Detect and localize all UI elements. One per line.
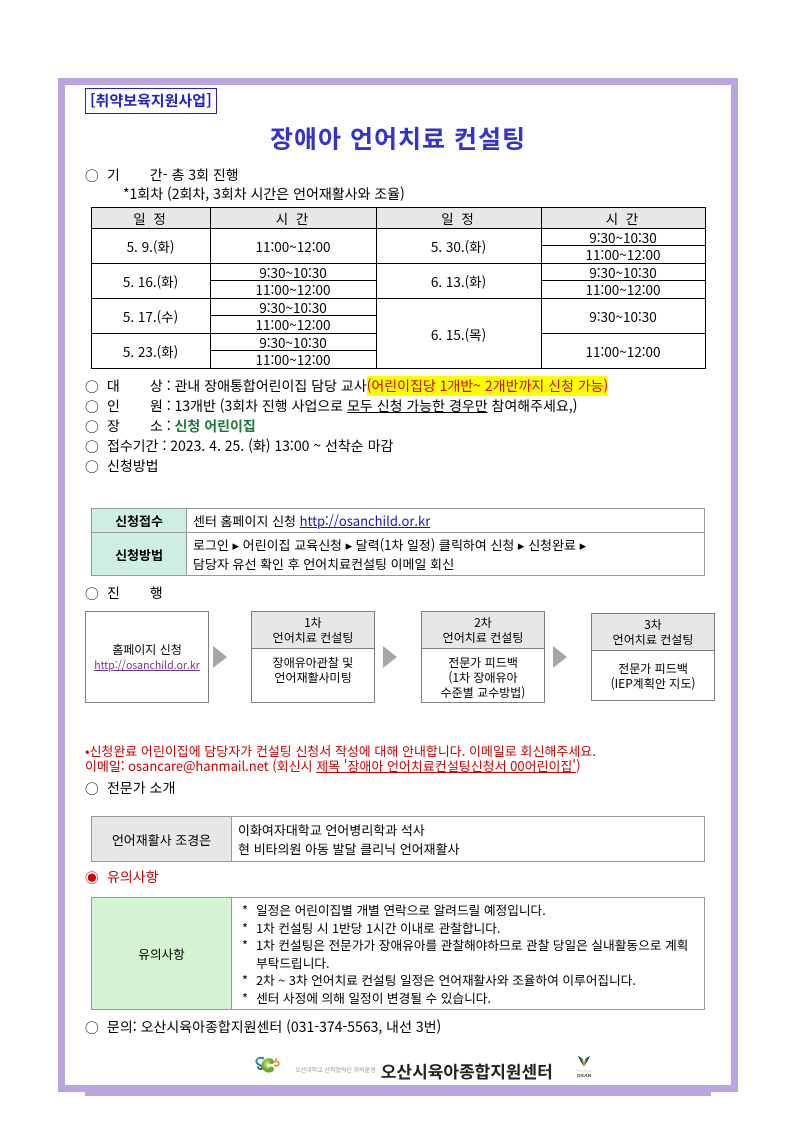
svg-text:OSAN: OSAN — [577, 1073, 592, 1079]
svg-text:Fresh Energy: Fresh Energy — [576, 1069, 592, 1072]
